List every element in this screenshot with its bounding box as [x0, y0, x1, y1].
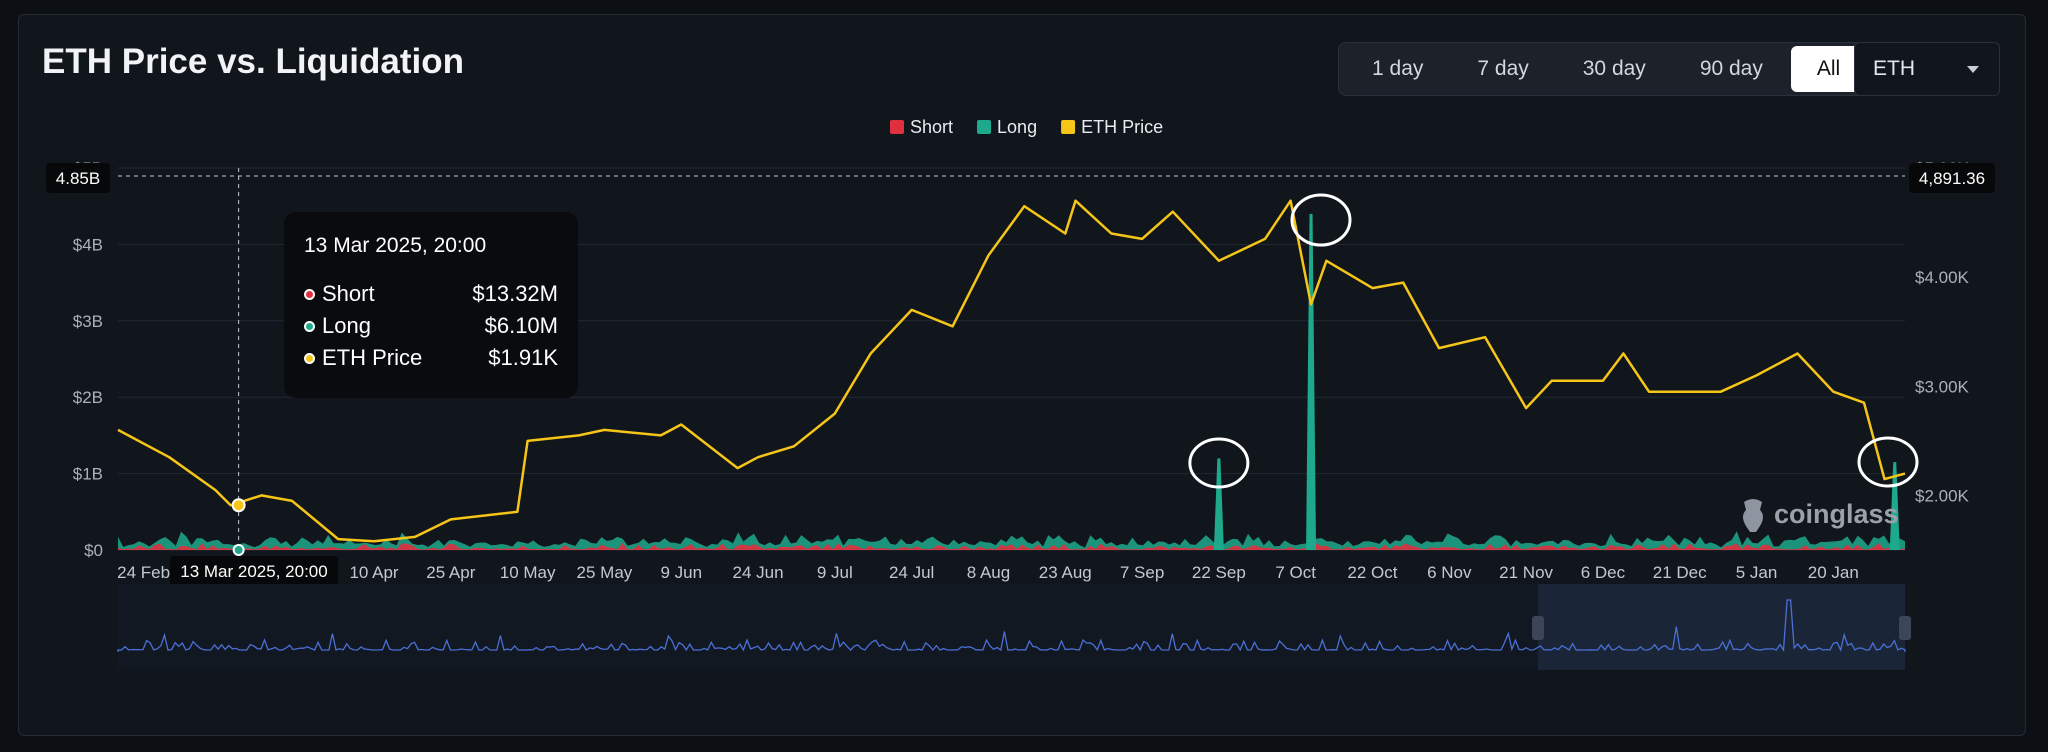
chevron-down-icon	[1967, 66, 1979, 73]
tooltip-row-eth-price: ETH Price $1.91K	[304, 342, 558, 374]
x-tick-label: 7 Sep	[1120, 563, 1164, 582]
x-tick-label: 9 Jul	[817, 563, 853, 582]
x-tick-label: 8 Aug	[967, 563, 1011, 582]
x-tick-label: 24 Jun	[733, 563, 784, 582]
legend-swatch-short	[890, 120, 904, 134]
legend-swatch-eth-price	[1061, 120, 1076, 134]
legend-label: ETH Price	[1081, 117, 1163, 137]
coinglass-logo-icon	[1743, 499, 1763, 532]
x-tick-label: 23 Aug	[1039, 563, 1092, 582]
navigator-handle-left	[1532, 616, 1544, 640]
x-tick-label: 21 Dec	[1653, 563, 1707, 582]
tooltip-row-long: Long $6.10M	[304, 310, 558, 342]
highlight-circle	[1290, 193, 1352, 247]
long-spike-bar	[1306, 213, 1317, 550]
x-tick-label: 10 Apr	[349, 563, 398, 582]
range-90-day-button[interactable]: 90 day	[1699, 57, 1763, 80]
tooltip-label: ETH Price	[322, 345, 423, 370]
tooltip-value: $6.10M	[484, 313, 558, 338]
range-1-day-button[interactable]: 1 day	[1372, 57, 1424, 80]
y-left-tick-label: $3B	[73, 312, 103, 331]
crosshair-x-label: 13 Mar 2025, 20:00	[180, 562, 327, 581]
tooltip-label: Long	[322, 313, 371, 338]
x-tick-label: 9 Jun	[660, 563, 702, 582]
x-tick-label: 20 Jan	[1808, 563, 1859, 582]
y-left-tick-label: $1B	[73, 465, 103, 484]
tooltip-time: 13 Mar 2025, 20:00	[304, 234, 487, 257]
long-spike-bar	[1889, 462, 1900, 550]
logo-text: coinglass	[1774, 498, 1899, 529]
y-left-tick-label: $0	[84, 541, 103, 560]
x-tick-label: 10 May	[500, 563, 556, 582]
long-spike-bar	[1213, 458, 1224, 550]
range-7-day-button[interactable]: 7 day	[1477, 57, 1529, 80]
x-tick-label: 5 Jan	[1736, 563, 1778, 582]
price-dot-icon	[304, 352, 315, 364]
tooltip-row-short: Short $13.32M	[304, 278, 558, 310]
navigator-window	[1538, 584, 1905, 670]
x-tick-label: 22 Oct	[1347, 563, 1397, 582]
range-30-day-button[interactable]: 30 day	[1582, 57, 1646, 80]
crosshair-y-left-label-bg	[46, 163, 110, 193]
legend-label: Long	[997, 117, 1037, 137]
chart-tooltip: 13 Mar 2025, 20:00 Short $13.32M Long $6…	[284, 212, 578, 398]
crosshair-long-marker	[232, 544, 245, 556]
y-left-tick-label: $4B	[73, 235, 103, 254]
long-dot-icon	[304, 320, 315, 332]
x-tick-label: 24 Jul	[889, 563, 934, 582]
crosshair-price-marker	[231, 498, 246, 513]
highlight-circle	[1188, 437, 1250, 489]
tooltip-label: Short	[322, 281, 375, 306]
legend-label: Short	[910, 117, 953, 137]
x-tick-label: 21 Nov	[1499, 563, 1553, 582]
x-tick-label: 22 Sep	[1192, 563, 1246, 582]
page-title: ETH Price vs. Liquidation	[42, 42, 465, 81]
navigator-series-line	[117, 599, 1906, 652]
eth-price-line	[117, 199, 1906, 543]
y-right-tick-label: $3.00K	[1915, 377, 1970, 396]
tooltip-value: $13.32M	[472, 281, 558, 306]
short-liquidation-area	[118, 543, 1905, 550]
x-tick-label: 7 Oct	[1275, 563, 1316, 582]
y-right-tick-label: $2.00K	[1915, 486, 1970, 505]
highlight-circle	[1857, 436, 1919, 488]
crosshair-x-label-bg	[170, 556, 338, 586]
legend-swatch-long	[977, 120, 992, 134]
crosshair-y-left-label: 4.85B	[56, 169, 100, 188]
x-tick-label: 6 Nov	[1427, 563, 1472, 582]
x-tick-label: 25 May	[577, 563, 633, 582]
coin-select-value: ETH	[1873, 57, 1915, 80]
x-tick-label: 24 Feb	[117, 563, 170, 582]
tooltip-value: $1.91K	[488, 345, 558, 370]
coin-select[interactable]: ETH	[1854, 42, 2000, 96]
coinglass-logo: coinglass	[1738, 496, 1899, 532]
x-tick-label: 25 Apr	[426, 563, 475, 582]
navigator-handle-right	[1899, 616, 1911, 640]
x-tick-label: 6 Dec	[1581, 563, 1626, 582]
crosshair-y-right-label: 4,891.36	[1919, 169, 1985, 188]
y-left-tick-label: $2B	[73, 388, 103, 407]
y-right-tick-label: $4.00K	[1915, 268, 1970, 287]
crosshair-y-right-label-bg	[1909, 163, 1995, 193]
range-selector: 1 day 7 day 30 day 90 day All	[1338, 42, 1875, 96]
short-dot-icon	[304, 288, 315, 300]
range-all-button[interactable]: All	[1790, 46, 1867, 92]
